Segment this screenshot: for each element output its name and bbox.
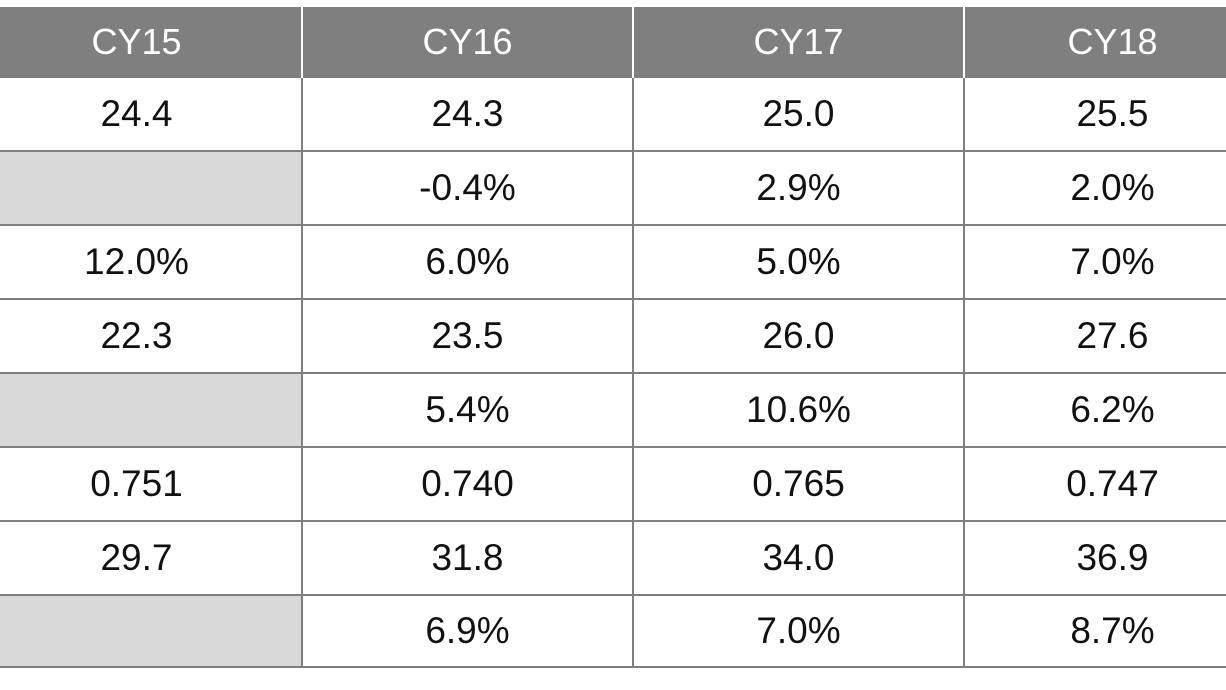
table-cell: 2.0% [963,150,1226,226]
table-row: -0.4% 2.9% 2.0% [0,150,1226,226]
table-cell: 26.0 [632,298,965,374]
table-cell: 27.6 [963,298,1226,374]
table-cell: 22.3 [0,298,303,374]
table-cell: 7.0% [632,594,965,668]
header-cy16: CY16 [301,7,634,77]
table-cell: -0.4% [301,150,634,226]
table-cell: 23.5 [301,298,634,374]
table-cell: 7.0% [963,224,1226,300]
table-cell: 6.9% [301,594,634,668]
table-cell: 0.751 [0,446,303,522]
header-cy18: CY18 [963,7,1226,77]
blank-cell [0,150,303,226]
table-cell: 6.2% [963,372,1226,448]
table-cell: 34.0 [632,520,965,596]
table-cell: 24.4 [0,76,303,152]
table-cell: 0.765 [632,446,965,522]
table-row: 5.4% 10.6% 6.2% [0,372,1226,448]
table-cell: 2.9% [632,150,965,226]
table-cell: 12.0% [0,224,303,300]
financial-data-table: CY15 CY16 CY17 CY18 24.4 24.3 25.0 25.5 … [0,7,1226,668]
table-row: 0.751 0.740 0.765 0.747 [0,446,1226,522]
table-row: 29.7 31.8 34.0 36.9 [0,520,1226,596]
table-row: 6.9% 7.0% 8.7% [0,594,1226,668]
table-cell: 6.0% [301,224,634,300]
table-cell: 10.6% [632,372,965,448]
table-cell: 0.740 [301,446,634,522]
table-row: 12.0% 6.0% 5.0% 7.0% [0,224,1226,300]
blank-cell [0,594,303,668]
table-row: 24.4 24.3 25.0 25.5 [0,76,1226,152]
header-cy17: CY17 [632,7,965,77]
header-row: CY15 CY16 CY17 CY18 [0,7,1226,77]
table-cell: 0.747 [963,446,1226,522]
table-cell: 31.8 [301,520,634,596]
header-cy15: CY15 [0,7,303,77]
table-row: 22.3 23.5 26.0 27.6 [0,298,1226,374]
table-cell: 8.7% [963,594,1226,668]
table-cell: 29.7 [0,520,303,596]
table-cell: 25.5 [963,76,1226,152]
blank-cell [0,372,303,448]
table-cell: 5.4% [301,372,634,448]
table-cell: 24.3 [301,76,634,152]
table-cell: 5.0% [632,224,965,300]
table-cell: 36.9 [963,520,1226,596]
table-cell: 25.0 [632,76,965,152]
